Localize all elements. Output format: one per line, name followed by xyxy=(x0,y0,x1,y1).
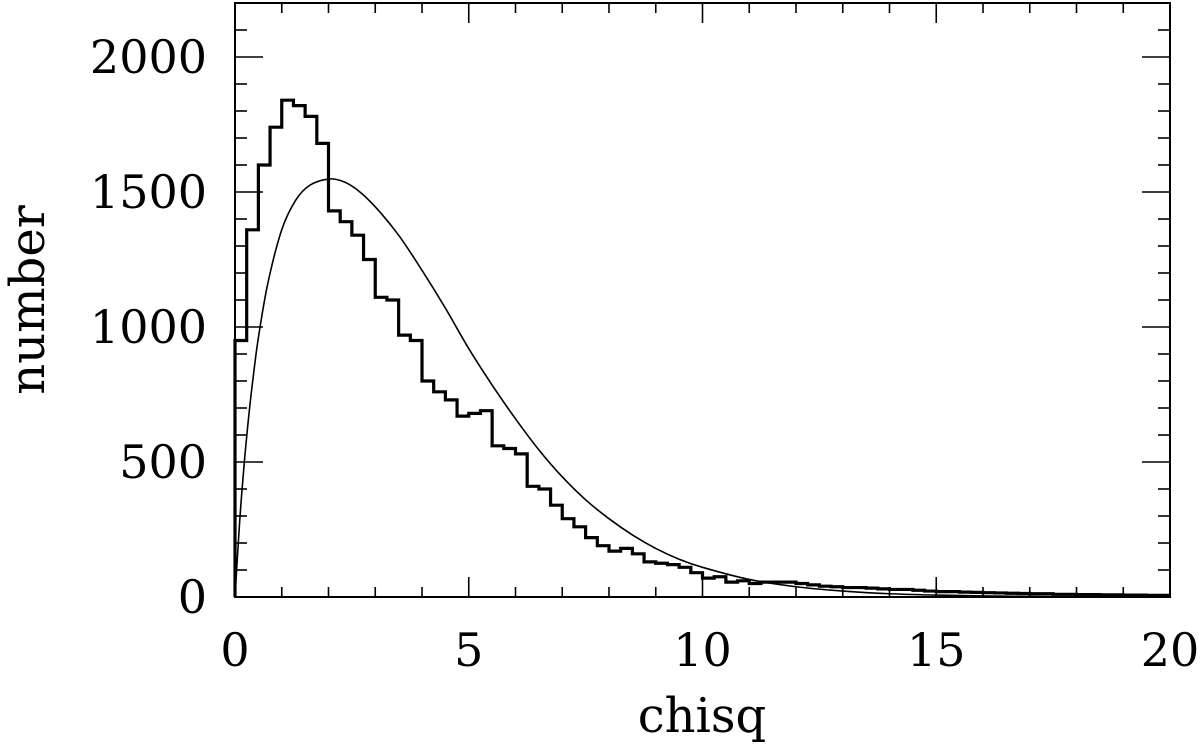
axis-ticks xyxy=(234,2,1171,598)
y-tick-label: 2000 xyxy=(90,30,207,84)
histogram-series xyxy=(233,98,1170,597)
y-tick-label: 0 xyxy=(178,570,207,624)
y-axis-label: number xyxy=(0,205,56,394)
x-tick-label: 5 xyxy=(454,623,483,677)
plot-frame xyxy=(234,2,1171,598)
y-tick-label: 1500 xyxy=(90,165,207,219)
x-tick-label: 15 xyxy=(907,623,966,677)
y-tick-label: 500 xyxy=(119,435,207,489)
x-tick-label: 20 xyxy=(1141,623,1200,677)
x-tick-label: 0 xyxy=(220,623,249,677)
y-tick-label: 1000 xyxy=(90,300,207,354)
smooth-curve-series xyxy=(234,178,1171,598)
tick-labels: 0 5 10 15 20 0 500 1000 1500 2000 xyxy=(90,30,1199,677)
x-tick-label: 10 xyxy=(673,623,732,677)
x-axis-label: chisq xyxy=(638,688,767,744)
series-layer xyxy=(233,98,1171,598)
